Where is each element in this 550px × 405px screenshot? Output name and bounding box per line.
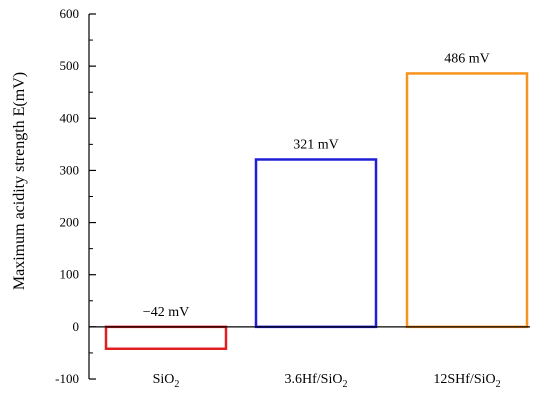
y-axis-title: Maximum acidity strength E(mV) <box>11 72 28 290</box>
axes-group <box>88 13 530 380</box>
y-tick-label: 200 <box>60 215 80 230</box>
y-tick-label: 600 <box>60 6 80 21</box>
data-label-2: 321 mV <box>293 137 339 152</box>
y-tick-label: 300 <box>60 162 80 177</box>
y-tick-label: 0 <box>73 319 80 334</box>
category-label-2: 3.6Hf/SiO2 <box>285 372 348 390</box>
bar-1 <box>104 325 228 351</box>
category-label-1: SiO2 <box>153 372 180 390</box>
y-tick-label: 100 <box>60 267 80 282</box>
bar-3 <box>405 72 529 329</box>
y-tick-label: 500 <box>60 58 80 73</box>
y-tick-label: -100 <box>55 371 79 386</box>
labels-group: -100 0 100 200 300 400 500 600 −42 mV SiO2 321 mV 3… <box>55 6 500 390</box>
y-tick-label: 400 <box>60 110 80 125</box>
data-label-3: 486 mV <box>444 51 490 66</box>
category-label-3: 12SHf/SiO2 <box>433 372 500 390</box>
bar-2 <box>254 158 378 329</box>
data-label-1: −42 mV <box>143 305 189 320</box>
